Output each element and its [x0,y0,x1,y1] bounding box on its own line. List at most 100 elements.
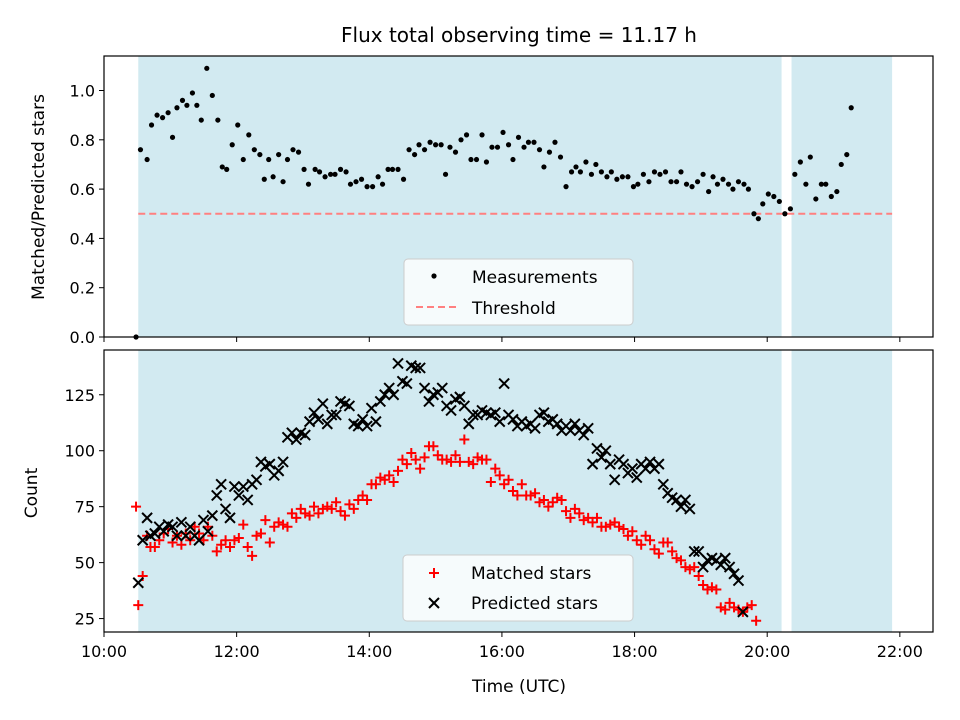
measurements-point [179,97,186,103]
matched-stars-point [715,602,726,613]
matched-stars-point [406,447,417,458]
predicted-stars-point [392,357,404,370]
measurements-point [651,169,658,175]
measurements-point [614,176,620,182]
measurements-point [159,115,166,121]
matched-stars-point [415,463,426,474]
legend-matched-label: Matched stars [471,564,591,584]
predicted-stars-point [312,413,325,426]
measurements-point [608,169,614,175]
matched-stars-point [441,454,452,465]
matched-stars-point [463,456,474,467]
matched-stars-point [552,492,563,503]
matched-stars-point [530,488,541,499]
top-panel: 0.0 0.2 0.4 0.6 0.8 1.0 Measurements Threshol… [70,55,934,347]
measurements-point [266,156,272,163]
measurements-point [710,174,716,180]
matched-stars-point [618,524,629,535]
measurements-point [720,176,726,182]
measurements-point [848,105,854,111]
y-tick-label: 0.0 [70,328,95,347]
predicted-stars-point [732,574,745,587]
bottom-plot-frame [103,349,934,633]
y-tick-label: 100 [64,442,95,461]
predicted-stars-point [586,458,599,470]
matched-stars-point [339,510,350,521]
predicted-stars-point [361,420,373,432]
measurements-point [619,174,626,180]
top-legend-box [403,258,634,326]
matched-stars-point [574,508,585,519]
matched-stars-point [543,501,554,512]
measurements-point [468,156,474,163]
bottom-legend: Matched stars Predicted stars [402,554,634,622]
matched-stars-point [605,519,616,530]
matched-stars-point [561,506,572,517]
measurements-point [442,171,449,177]
y-tick-label: 25 [75,610,95,629]
predicted-stars-point [141,512,153,524]
matched-stars-point [428,441,439,452]
top-legend: Measurements Threshold [403,258,634,326]
matched-stars-point [578,515,589,526]
predicted-stars-point [374,395,387,408]
matched-stars-point [587,517,598,528]
legend-threshold-label: Threshold [471,299,556,319]
matched-stars-point [238,519,249,530]
matched-stars-point [335,506,346,517]
predicted-stars-point [675,500,687,513]
measurements-point [751,211,757,217]
predicted-stars-point [343,400,356,412]
measurements-point [251,147,257,153]
measurements-point [184,102,190,108]
measurements-point [776,198,782,205]
predicted-stars-point [591,442,603,455]
predicted-stars-point [626,462,639,475]
matched-stars-point [300,508,311,519]
measurements-point [165,110,171,116]
measurements-point [332,171,338,177]
measurements-point [358,176,365,182]
measurements-point [144,156,150,163]
matched-stars-point [233,533,244,543]
measurements-point [521,144,527,150]
matched-stars-point [689,562,700,573]
chart-title: Flux total observing time = 11.17 h [341,23,697,47]
predicted-stars-point [241,494,254,506]
predicted-stars-point [723,561,736,573]
measurements-point [327,171,334,177]
predicted-stars-point [737,606,749,618]
measurements-point [246,132,252,138]
measurements-point [813,196,819,202]
predicted-stars-point [330,409,342,421]
measurements-point [838,161,844,168]
matched-stars-point [278,519,289,530]
measurements-point [364,184,370,190]
matched-stars-point [614,521,625,532]
measurements-point [706,188,712,195]
matched-stars-point [370,479,381,490]
matched-stars-point [331,497,342,508]
predicted-stars-point [600,445,612,457]
measurements-point [421,147,428,153]
predicted-stars-point [272,465,285,477]
matched-stars-point [547,497,558,508]
legend-predicted-label: Predicted stars [471,594,598,614]
measurements-point [219,164,225,170]
measurements-point [389,166,396,172]
matched-stars-point [459,434,470,445]
matched-stars-point [393,465,404,476]
measurements-point [604,174,610,180]
matched-stars-point [295,503,306,514]
measurements-point [316,169,323,175]
matched-stars-point [286,508,297,519]
measurements-point [452,149,459,155]
predicted-stars-point [454,391,466,403]
x-tick-label: 12:00 [214,642,260,661]
matched-stars-point [490,463,501,474]
matched-stars-point [344,499,355,510]
x-axis-label: Time (UTC) [471,677,566,697]
measurements-point [458,137,464,143]
predicted-stars-point [728,568,740,580]
predicted-stars-point [180,530,192,542]
